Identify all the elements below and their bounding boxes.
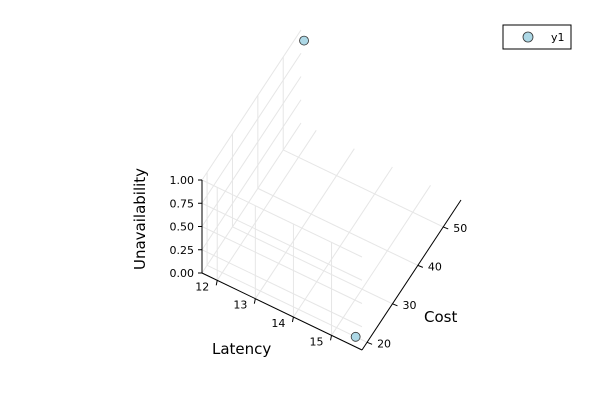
back-wall-gridline-z — [201, 99, 302, 251]
y-axis-line — [201, 272, 363, 351]
legend-box — [502, 24, 572, 50]
legend: y1 — [502, 24, 572, 50]
floor-gridline-y — [254, 148, 355, 299]
z-tick-label: 0.75 — [170, 197, 195, 210]
x-axis-line — [361, 199, 462, 351]
z-tick-label: 1.00 — [170, 174, 195, 187]
x-tick-label: 30 — [402, 299, 416, 312]
x-tick-mark — [417, 264, 424, 268]
floor-gridline-y — [216, 130, 317, 281]
floor-gridline-x — [232, 226, 393, 305]
z-axis-label: Unavailability — [131, 168, 149, 270]
floor-gridline-y — [293, 166, 393, 318]
back-wall-gridline-z — [201, 76, 302, 227]
y-tick-label: 12 — [195, 280, 209, 293]
z-tick-label: 0.25 — [170, 244, 195, 257]
y-axis-label: Latency — [212, 340, 271, 358]
data-point — [350, 331, 361, 342]
floor-gridline-x — [206, 264, 368, 343]
x-tick-mark — [366, 341, 373, 345]
points-layer — [299, 35, 361, 342]
y-tick-mark — [215, 280, 218, 286]
left-wall-gridline-z — [201, 202, 363, 281]
left-wall-gridline-z — [201, 249, 363, 328]
x-axis-label: Cost — [424, 308, 457, 326]
ticks-layer: 20 30 40 50 12 13 14 15 0.00 0.25 0.50 0.75 1.00 — [170, 174, 468, 350]
left-wall-gridline-z — [201, 226, 363, 304]
z-tick-label: 0.50 — [170, 221, 195, 234]
back-wall-gridline-z — [201, 29, 302, 181]
y-tick-mark — [291, 316, 294, 323]
y-tick-mark — [253, 298, 256, 304]
back-wall-gridline-z — [201, 122, 302, 274]
legend-marker — [522, 31, 534, 43]
x-tick-mark — [392, 303, 398, 307]
left-wall-gridline-z — [201, 179, 363, 258]
x-tick-mark — [443, 226, 449, 230]
back-wall-gridline-z — [201, 52, 302, 204]
y-tick-label: 13 — [233, 299, 247, 312]
floor-gridline-x — [257, 187, 419, 266]
z-tick-label: 0.00 — [170, 267, 195, 280]
floor-gridline-y — [331, 185, 431, 336]
legend-label: y1 — [551, 31, 565, 44]
y-tick-mark — [330, 335, 333, 341]
y-tick-label: 14 — [271, 317, 285, 330]
data-point — [299, 35, 309, 46]
x-tick-label: 50 — [453, 222, 467, 235]
x-tick-label: 40 — [428, 260, 442, 273]
floor-gridline-x — [283, 149, 444, 228]
x-tick-label: 20 — [377, 337, 391, 350]
y-tick-label: 15 — [310, 335, 324, 348]
